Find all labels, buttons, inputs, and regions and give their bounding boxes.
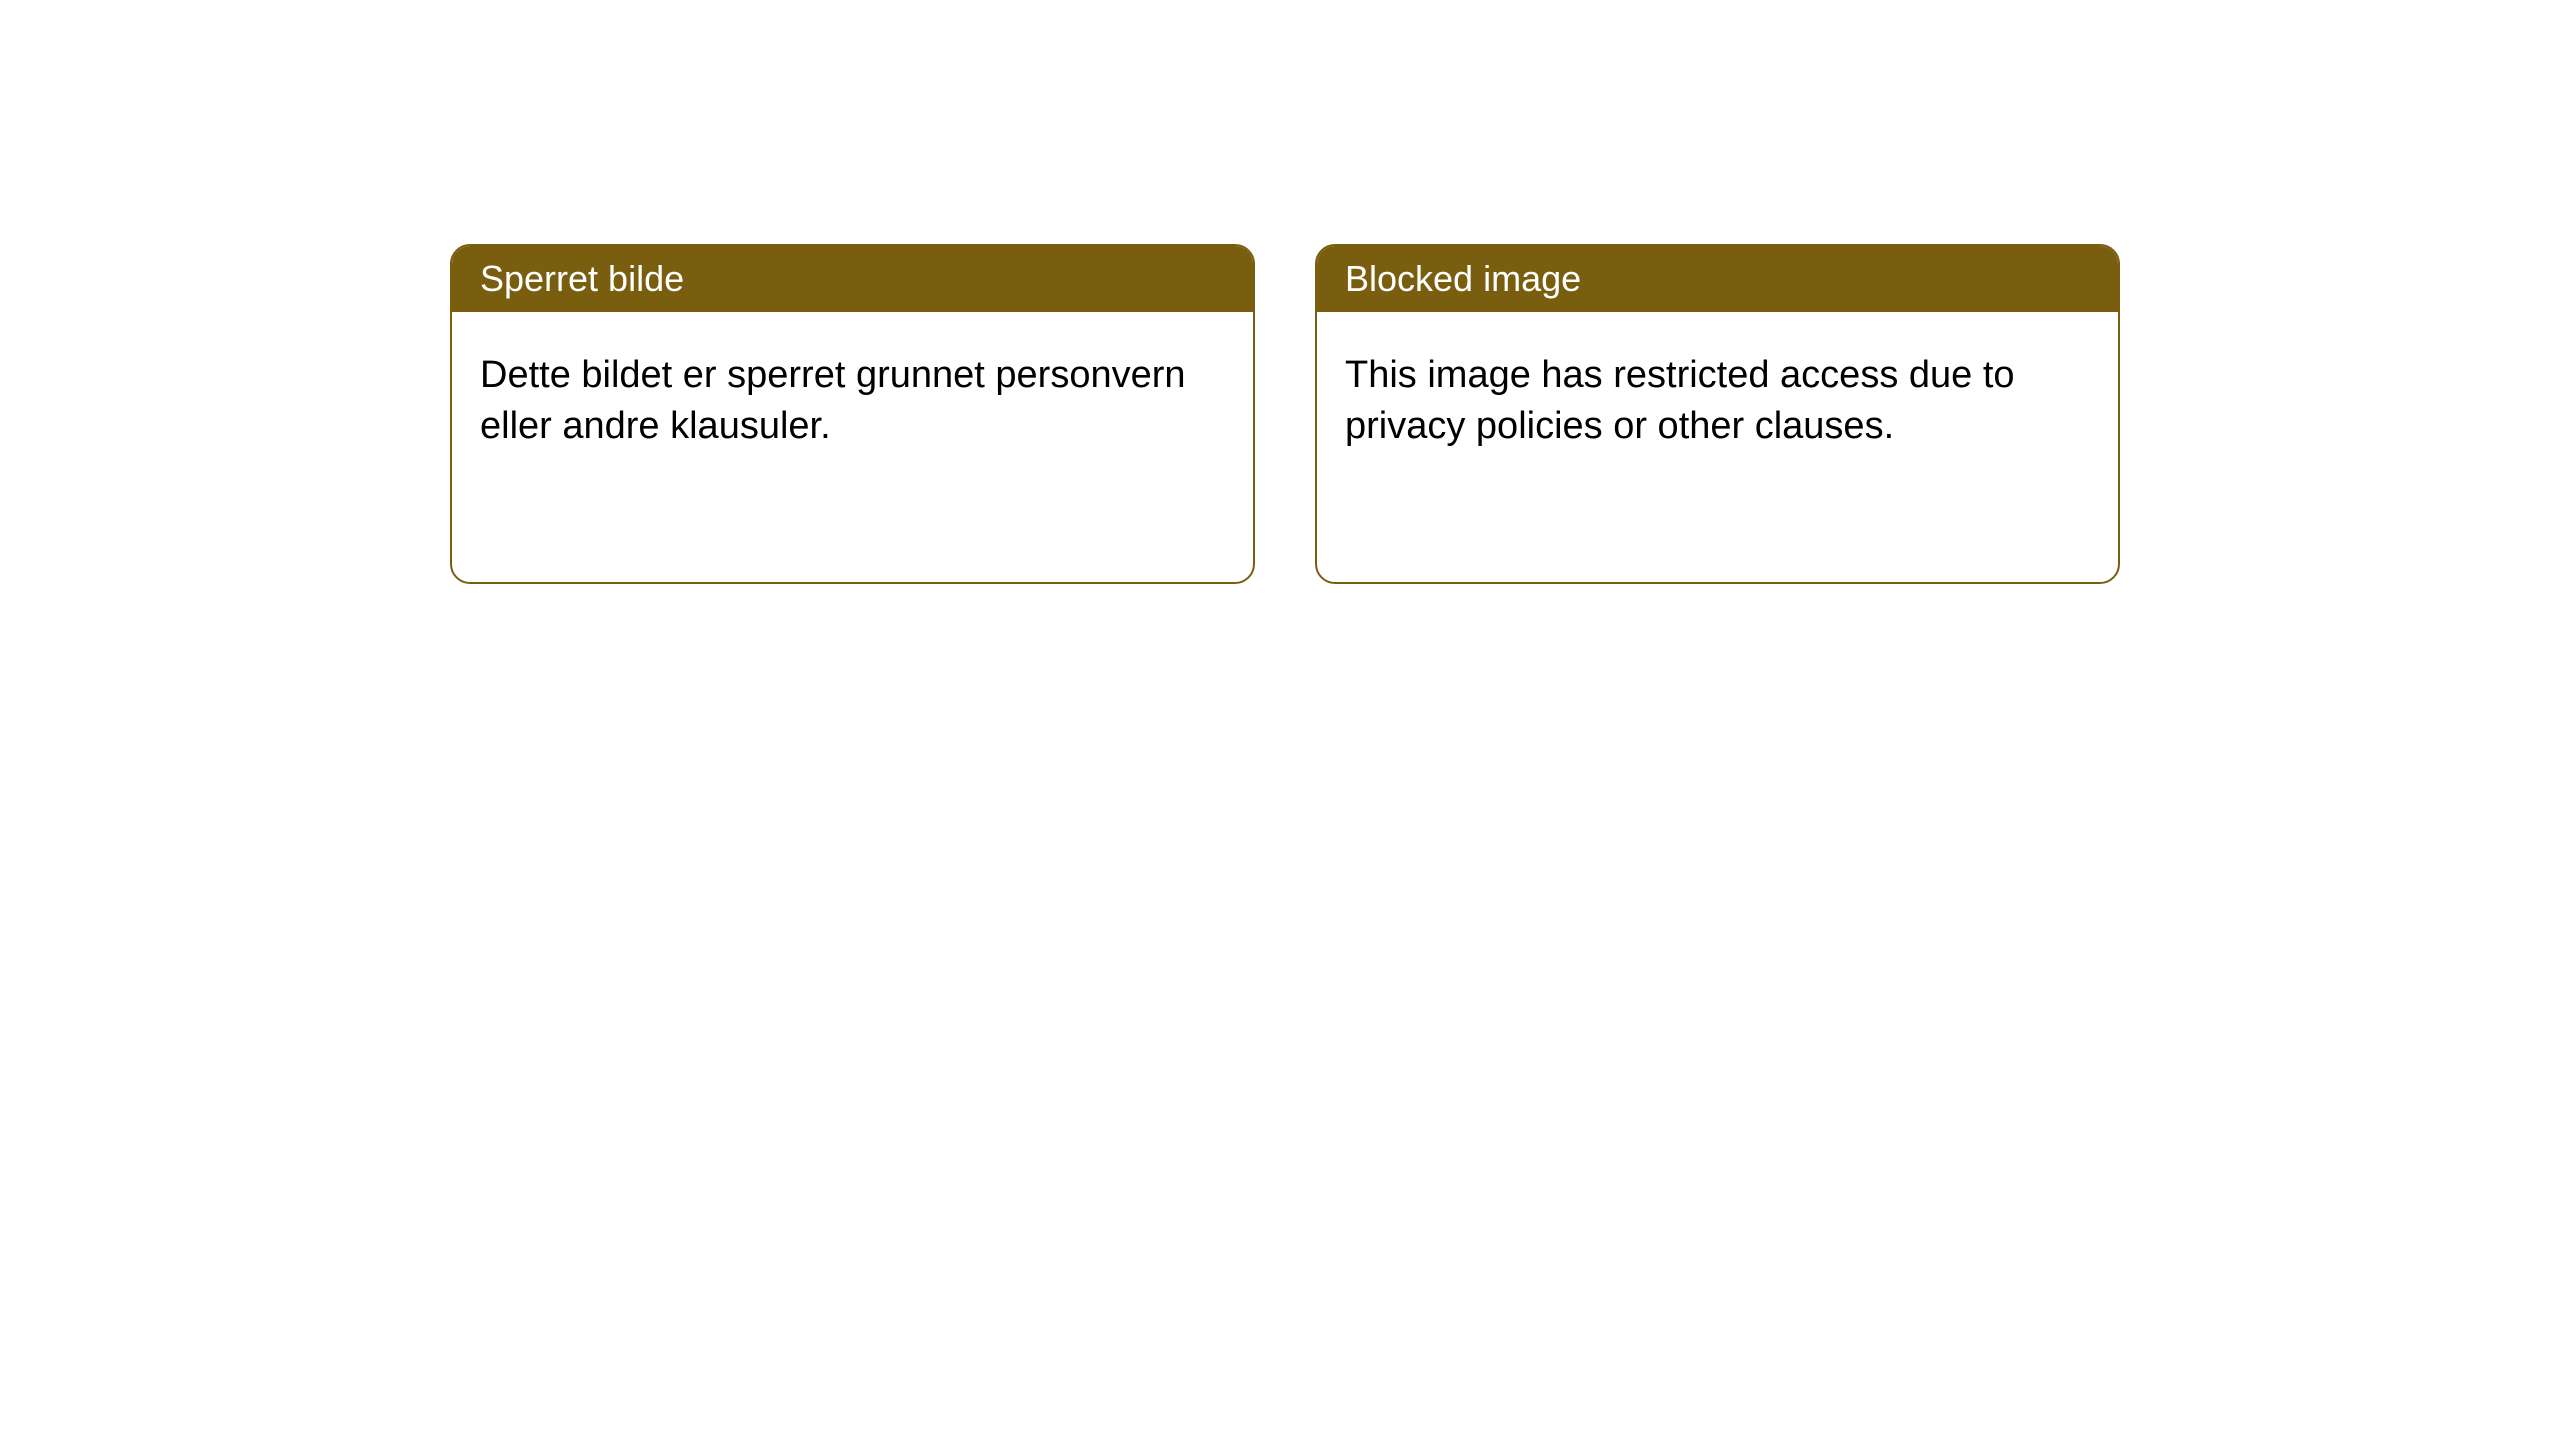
notice-card-norwegian: Sperret bilde Dette bildet er sperret gr… [450, 244, 1255, 584]
card-body-norwegian: Dette bildet er sperret grunnet personve… [452, 312, 1253, 491]
card-title-norwegian: Sperret bilde [452, 246, 1253, 312]
card-body-english: This image has restricted access due to … [1317, 312, 2118, 491]
notice-cards-container: Sperret bilde Dette bildet er sperret gr… [450, 244, 2120, 584]
card-title-english: Blocked image [1317, 246, 2118, 312]
notice-card-english: Blocked image This image has restricted … [1315, 244, 2120, 584]
